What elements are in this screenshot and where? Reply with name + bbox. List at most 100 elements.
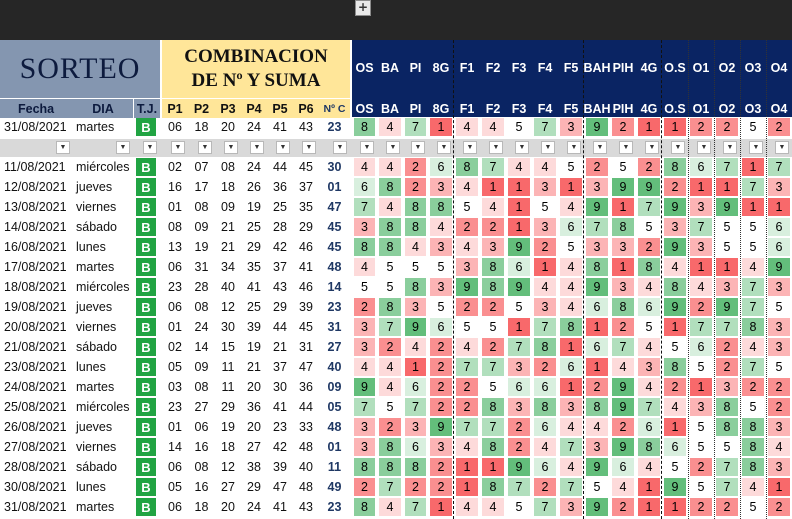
row-14-val-3[interactable]: 3 (430, 438, 452, 456)
current-row-nc[interactable]: 23 (327, 120, 342, 134)
row-8-val-5[interactable]: 5 (482, 318, 504, 336)
row-0-p4[interactable]: 24 (247, 160, 261, 174)
row-16-val-1[interactable]: 7 (379, 478, 401, 496)
row-14-dia[interactable]: viernes (76, 440, 117, 454)
row-12-dia[interactable]: miércoles (76, 400, 130, 414)
row-4-p1[interactable]: 13 (168, 240, 182, 254)
row-11-p5[interactable]: 30 (273, 380, 287, 394)
row-14-val-15[interactable]: 8 (742, 438, 764, 456)
row-1-val-4[interactable]: 4 (456, 178, 478, 196)
row-7-val-1[interactable]: 8 (379, 298, 401, 316)
row-17-val-14[interactable]: 2 (716, 498, 738, 516)
row-2-val-9[interactable]: 9 (586, 198, 608, 216)
filter-dropdown-1[interactable]: ▼ (116, 141, 130, 154)
row-3-fecha[interactable]: 14/08/2021 (4, 220, 67, 234)
row-4-val-15[interactable]: 5 (742, 238, 764, 256)
row-1-val-3[interactable]: 3 (430, 178, 452, 196)
row-0-val-13[interactable]: 6 (690, 158, 712, 176)
row-6-dia[interactable]: miércoles (76, 280, 130, 294)
row-13-p5[interactable]: 23 (273, 420, 287, 434)
row-14-val-16[interactable]: 4 (768, 438, 790, 456)
row-16-p2[interactable]: 16 (194, 480, 209, 494)
row-13-tj[interactable]: B (136, 418, 156, 436)
row-15-nc[interactable]: 11 (327, 460, 342, 474)
row-3-nc[interactable]: 45 (327, 220, 342, 234)
row-9-val-14[interactable]: 2 (716, 338, 738, 356)
row-7-p4[interactable]: 25 (247, 300, 261, 314)
row-5-val-4[interactable]: 3 (456, 258, 478, 276)
filter-dropdown-col-5[interactable]: ▼ (489, 141, 503, 154)
row-3-val-16[interactable]: 6 (768, 218, 790, 236)
row-15-p6[interactable]: 40 (299, 460, 313, 474)
row-2-p4[interactable]: 19 (247, 200, 261, 214)
current-row-val-15[interactable]: 5 (742, 118, 764, 136)
row-4-dia[interactable]: lunes (76, 240, 106, 254)
current-row-val-12[interactable]: 1 (664, 118, 686, 136)
row-6-p6[interactable]: 46 (299, 280, 313, 294)
row-7-val-3[interactable]: 5 (430, 298, 452, 316)
row-6-p3[interactable]: 40 (221, 280, 235, 294)
row-12-val-5[interactable]: 8 (482, 398, 504, 416)
row-7-val-5[interactable]: 2 (482, 298, 504, 316)
row-12-nc[interactable]: 05 (327, 400, 342, 414)
row-9-val-15[interactable]: 4 (742, 338, 764, 356)
row-14-val-4[interactable]: 4 (456, 438, 478, 456)
row-17-p5[interactable]: 41 (273, 500, 287, 514)
row-14-val-11[interactable]: 8 (638, 438, 660, 456)
row-1-val-15[interactable]: 7 (742, 178, 764, 196)
row-8-val-0[interactable]: 3 (354, 318, 375, 336)
row-17-fecha[interactable]: 31/08/2021 (4, 500, 67, 514)
row-7-p3[interactable]: 12 (221, 300, 235, 314)
row-13-dia[interactable]: jueves (76, 420, 113, 434)
row-0-val-15[interactable]: 1 (742, 158, 764, 176)
row-11-dia[interactable]: martes (76, 380, 115, 394)
row-17-val-9[interactable]: 9 (586, 498, 608, 516)
row-6-val-6[interactable]: 9 (508, 278, 530, 296)
current-row-val-13[interactable]: 2 (690, 118, 712, 136)
row-9-dia[interactable]: sábado (76, 340, 118, 354)
row-7-nc[interactable]: 23 (327, 300, 342, 314)
row-6-val-10[interactable]: 3 (612, 278, 634, 296)
row-0-val-16[interactable]: 7 (768, 158, 790, 176)
row-5-p6[interactable]: 41 (299, 260, 313, 274)
row-3-val-1[interactable]: 8 (379, 218, 401, 236)
row-10-val-2[interactable]: 1 (405, 358, 426, 376)
row-4-val-9[interactable]: 3 (586, 238, 608, 256)
row-17-val-3[interactable]: 1 (430, 498, 452, 516)
row-6-fecha[interactable]: 18/08/2021 (4, 280, 67, 294)
row-3-val-3[interactable]: 4 (430, 218, 452, 236)
row-8-p2[interactable]: 24 (194, 320, 209, 334)
row-14-p2[interactable]: 16 (194, 440, 209, 454)
row-16-p4[interactable]: 29 (247, 480, 261, 494)
row-14-val-6[interactable]: 2 (508, 438, 530, 456)
row-2-val-16[interactable]: 1 (768, 198, 790, 216)
row-0-nc[interactable]: 30 (327, 160, 342, 174)
row-14-val-7[interactable]: 4 (534, 438, 556, 456)
row-2-p5[interactable]: 25 (273, 200, 287, 214)
row-3-val-15[interactable]: 5 (742, 218, 764, 236)
row-15-val-14[interactable]: 7 (716, 458, 738, 476)
row-3-val-10[interactable]: 8 (612, 218, 634, 236)
row-11-p3[interactable]: 11 (221, 380, 235, 394)
row-13-val-7[interactable]: 6 (534, 418, 556, 436)
row-1-tj[interactable]: B (136, 178, 156, 196)
row-5-nc[interactable]: 48 (327, 260, 342, 274)
row-16-p3[interactable]: 27 (221, 480, 235, 494)
row-16-val-10[interactable]: 4 (612, 478, 634, 496)
row-5-val-6[interactable]: 6 (508, 258, 530, 276)
row-13-p4[interactable]: 20 (247, 420, 261, 434)
row-1-val-2[interactable]: 2 (405, 178, 426, 196)
row-7-tj[interactable]: B (136, 298, 156, 316)
row-10-p1[interactable]: 05 (168, 360, 182, 374)
row-9-val-9[interactable]: 6 (586, 338, 608, 356)
row-3-dia[interactable]: sábado (76, 220, 118, 234)
row-1-val-13[interactable]: 1 (690, 178, 712, 196)
row-13-val-4[interactable]: 7 (456, 418, 478, 436)
row-2-val-13[interactable]: 3 (690, 198, 712, 216)
row-14-val-12[interactable]: 6 (664, 438, 686, 456)
current-row-val-11[interactable]: 1 (638, 118, 660, 136)
row-5-val-13[interactable]: 1 (690, 258, 712, 276)
row-5-val-9[interactable]: 8 (586, 258, 608, 276)
row-6-val-8[interactable]: 4 (560, 278, 582, 296)
row-2-fecha[interactable]: 13/08/2021 (4, 200, 67, 214)
